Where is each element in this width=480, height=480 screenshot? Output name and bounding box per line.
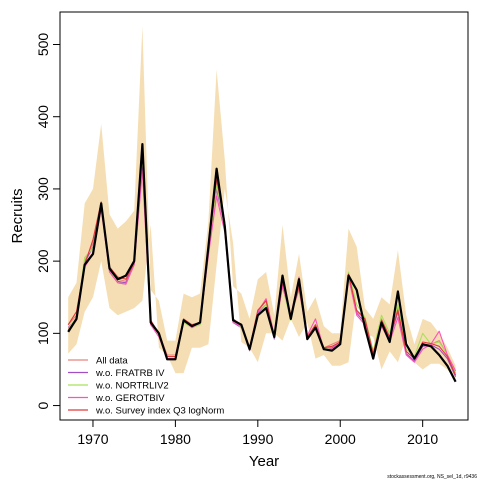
y-axis-title: Recruits	[9, 188, 26, 243]
confidence-band	[68, 26, 456, 381]
y-tick-label: 0	[35, 401, 51, 409]
legend-entry: All data	[96, 356, 128, 367]
x-axis: 1970 1980 1990 2000 2010	[77, 420, 438, 447]
series-line-main-estimate	[67, 143, 457, 383]
x-axis-title: Year	[249, 453, 279, 470]
x-tick-label: 1990	[242, 431, 273, 447]
y-tick-label: 300	[35, 177, 51, 201]
y-tick-label: 500	[35, 33, 51, 57]
x-tick-label: 1970	[77, 431, 108, 447]
legend-entry: w.o. GEROTBIV	[95, 393, 165, 404]
confidence-band-layer	[68, 26, 456, 381]
legend-entry: w.o. FRATRB IV	[95, 368, 165, 379]
legend-entry: w.o. Survey index Q3 logNorm	[95, 406, 224, 417]
x-tick-label: 2000	[325, 431, 356, 447]
y-tick-label: 400	[35, 105, 51, 129]
plot-frame	[59, 11, 469, 421]
x-tick-label: 1980	[160, 431, 191, 447]
series-lines-layer	[67, 143, 457, 383]
x-tick-label: 2010	[407, 431, 438, 447]
y-tick-label: 200	[35, 249, 51, 273]
legend-entry: w.o. NORTRLIV2	[95, 381, 169, 392]
y-tick-label: 100	[35, 321, 51, 345]
footnote: stockassessment.org, NS_sel_1d, r9436	[387, 474, 477, 480]
y-axis: 0 100 200 300 400 500	[35, 33, 60, 409]
